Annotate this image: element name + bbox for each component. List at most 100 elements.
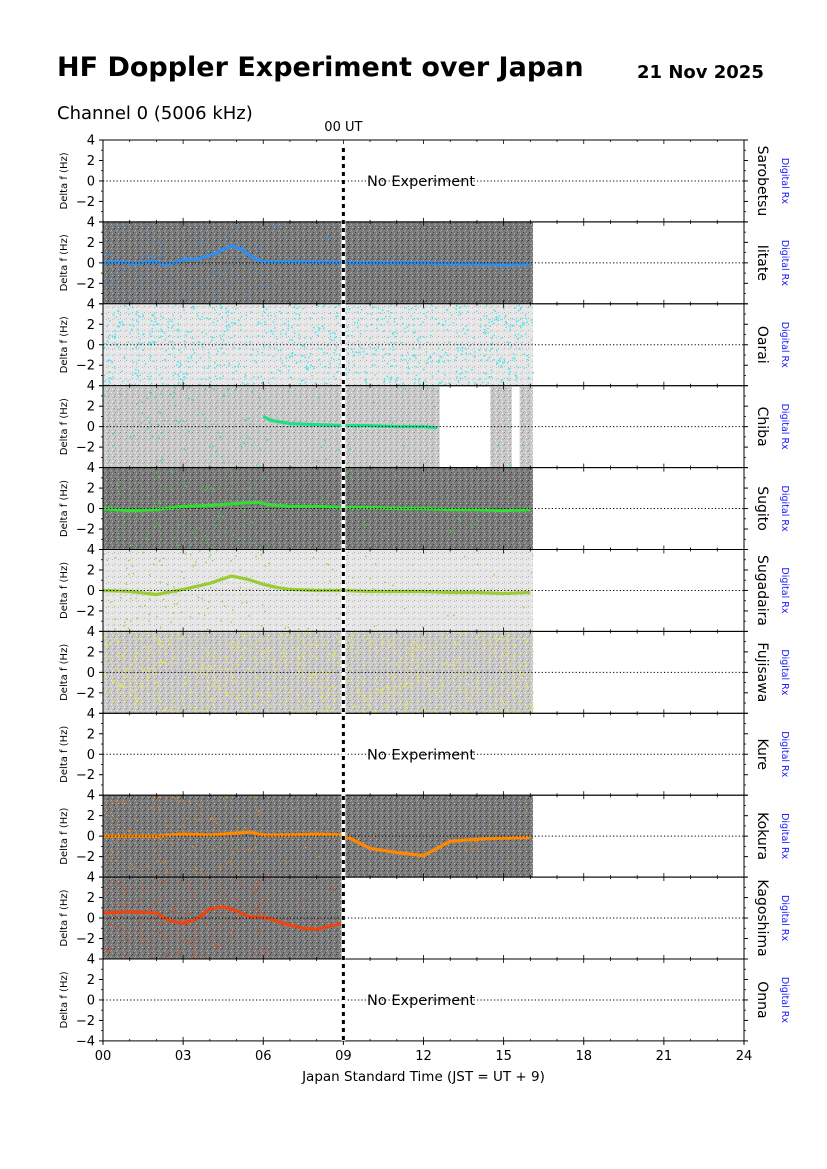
noise-point — [347, 471, 349, 473]
noise-point — [512, 693, 514, 695]
noise-point — [223, 334, 225, 336]
noise-point — [180, 257, 183, 259]
noise-point — [521, 323, 524, 326]
noise-point — [121, 370, 123, 372]
noise-point — [164, 358, 166, 361]
noise-point — [219, 304, 222, 306]
noise-point — [215, 818, 217, 821]
noise-point — [142, 314, 144, 316]
y-tick-label: 4 — [87, 215, 95, 230]
noise-point — [399, 687, 401, 690]
noise-point — [114, 628, 116, 630]
noise-point — [255, 694, 257, 697]
noise-point — [143, 231, 146, 233]
noise-point — [192, 951, 194, 954]
noise-point — [409, 357, 411, 360]
noise-point — [260, 653, 262, 655]
noise-point — [137, 281, 139, 283]
noise-point — [388, 315, 391, 318]
noise-point — [390, 644, 392, 647]
noise-point — [404, 359, 406, 361]
noise-point — [334, 332, 336, 335]
noise-point — [455, 370, 458, 373]
noise-point — [202, 413, 204, 416]
noise-point — [259, 637, 261, 639]
noise-point — [251, 391, 253, 393]
noise-point — [125, 669, 128, 671]
noise-point — [237, 272, 239, 274]
noise-point — [119, 322, 121, 324]
noise-point — [291, 636, 294, 638]
noise-point — [154, 884, 156, 887]
noise-point — [443, 644, 446, 646]
noise-point — [156, 255, 158, 257]
noise-point — [493, 652, 495, 654]
noise-point — [136, 300, 138, 302]
noise-point — [225, 691, 228, 693]
noise-point — [391, 312, 393, 314]
doppler-trace — [102, 905, 344, 931]
noise-point — [497, 319, 499, 322]
noise-point — [387, 337, 389, 339]
noise-point — [270, 694, 272, 697]
noise-point — [356, 326, 359, 329]
noise-point — [363, 680, 365, 683]
noise-point — [146, 535, 148, 538]
noise-point — [195, 867, 197, 869]
noise-point — [132, 659, 135, 661]
noise-point — [125, 904, 128, 906]
noise-point — [167, 321, 169, 323]
noise-point — [234, 675, 236, 678]
noise-point — [215, 685, 217, 687]
noise-point — [139, 927, 142, 929]
noise-point — [214, 267, 216, 269]
noise-point — [160, 315, 162, 317]
noise-point — [233, 322, 235, 324]
noise-point — [358, 691, 360, 693]
noise-point — [246, 635, 248, 637]
noise-point — [207, 681, 210, 683]
noise-point — [156, 685, 159, 687]
noise-point — [158, 639, 160, 641]
y-tick-label: −2 — [76, 604, 95, 619]
noise-point — [192, 349, 195, 351]
noise-point — [180, 364, 182, 366]
noise-point — [523, 367, 526, 369]
noise-point — [473, 646, 476, 649]
noise-point — [183, 309, 185, 311]
noise-point — [180, 695, 183, 698]
noise-point — [383, 381, 385, 383]
noise-point — [217, 687, 220, 689]
noise-point — [227, 310, 229, 312]
noise-point — [196, 676, 198, 679]
noise-point — [527, 363, 529, 366]
x-tick-label: 12 — [415, 1049, 432, 1064]
noise-point — [377, 307, 380, 310]
noise-point — [367, 634, 370, 636]
noise-point — [229, 937, 232, 939]
noise-point — [456, 332, 458, 334]
noise-point — [291, 339, 293, 341]
noise-point — [254, 837, 256, 839]
noise-point — [193, 342, 195, 344]
noise-point — [227, 468, 229, 471]
noise-point — [241, 689, 244, 691]
y-axis-label: Delta f (Hz) — [59, 480, 70, 537]
noise-point — [264, 272, 267, 274]
noise-point — [233, 690, 236, 693]
noise-point — [138, 869, 140, 871]
noise-point — [130, 677, 133, 679]
noise-point — [114, 274, 116, 276]
noise-point — [154, 681, 156, 684]
noise-point — [456, 376, 458, 378]
noise-point — [434, 318, 437, 320]
noise-point — [491, 643, 493, 645]
noise-point — [191, 662, 193, 665]
noise-point — [290, 922, 292, 924]
noise-point — [121, 654, 124, 656]
noise-point — [357, 319, 360, 322]
noise-point — [315, 672, 317, 674]
noise-point — [241, 887, 243, 890]
noise-point — [265, 920, 267, 923]
noise-point — [301, 354, 303, 357]
